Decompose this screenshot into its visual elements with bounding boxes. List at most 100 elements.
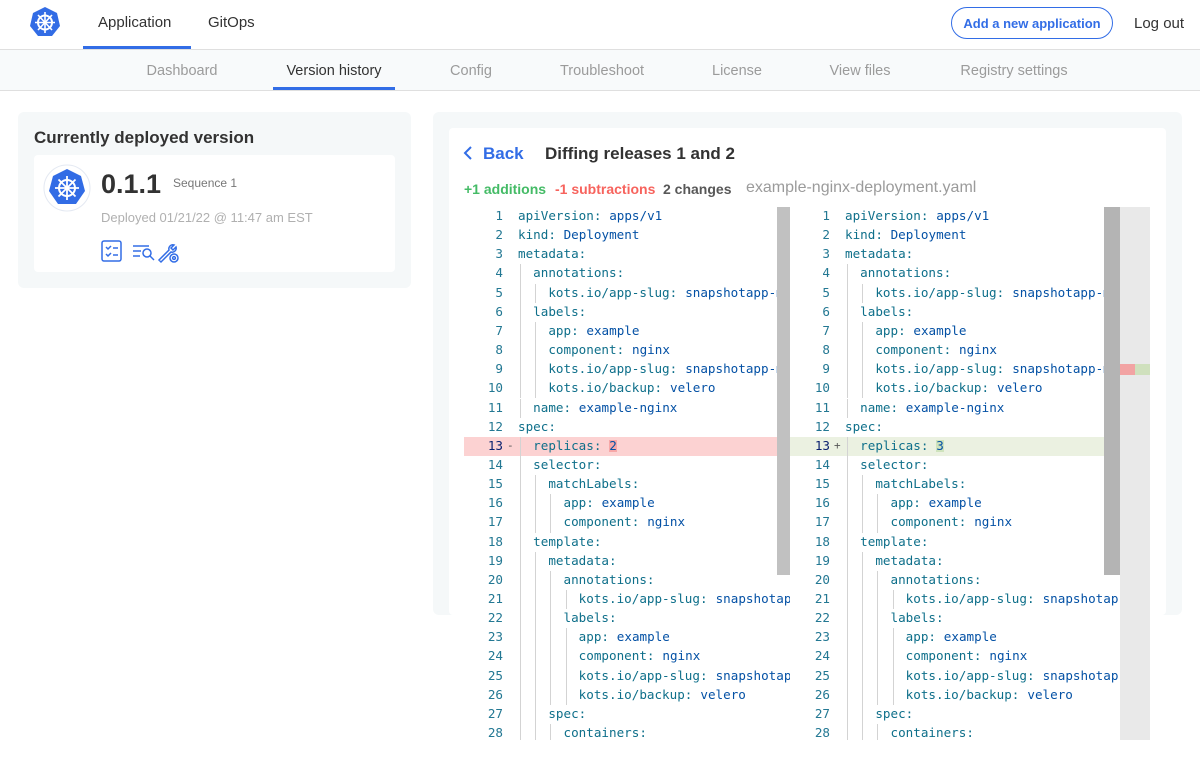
line-number: 2 (822, 227, 830, 243)
indent-guide (862, 628, 864, 648)
sub-nav-tab[interactable]: License (712, 63, 762, 79)
yaml-key: component: (845, 342, 952, 358)
yaml-key: app: (518, 495, 594, 511)
diff-pane-modified: 1 apiVersion: apps/v1 2 kind: Deployment 3 meta… (790, 207, 1120, 740)
scrollbar[interactable] (777, 207, 790, 575)
yaml-value: velero (997, 380, 1043, 396)
add-application-button[interactable]: Add a new application (951, 7, 1113, 39)
indent-guide (520, 570, 521, 590)
indent-guide (550, 513, 552, 533)
sub-nav-tab[interactable]: Version history (286, 63, 382, 79)
yaml-value: 2 (609, 437, 617, 453)
nav-tab[interactable]: GitOps (208, 14, 255, 31)
line-number: 7 (495, 322, 503, 338)
indent-guide (535, 341, 537, 361)
indent-guide (862, 475, 864, 495)
indent-guide (862, 570, 864, 590)
line-number: 10 (487, 380, 503, 396)
indent-guide (892, 590, 894, 610)
line-number: 20 (814, 571, 830, 587)
yaml-value: snapshotap (715, 591, 790, 606)
indent-guide (877, 513, 879, 533)
line-number: 5 (822, 284, 830, 300)
yaml-value: example (913, 322, 967, 338)
yaml-value: nginx (647, 514, 686, 530)
logout-link[interactable]: Log out (1134, 15, 1185, 32)
yaml-key: app: (518, 629, 609, 645)
back-link[interactable]: Back (483, 144, 524, 163)
indent-guide (535, 475, 537, 495)
added-marker (1135, 364, 1150, 375)
indent-guide (520, 551, 521, 571)
yaml-key: component: (518, 514, 640, 530)
indent-guide (847, 475, 848, 495)
yaml-key: kots.io/backup: (845, 380, 990, 396)
diff-marker: - (507, 438, 514, 452)
back-arrow[interactable] (462, 145, 474, 161)
indent-guide (535, 609, 537, 629)
sub-nav-tab[interactable]: View files (829, 63, 891, 79)
indent-guide (520, 513, 521, 533)
yaml-key: kots.io/app-slug: (845, 284, 1005, 300)
yaml-key: apiVersion: (518, 208, 602, 223)
line-number: 3 (495, 246, 503, 262)
line-number: 22 (814, 610, 830, 626)
indent-guide (847, 379, 848, 399)
indent-guide (847, 551, 848, 571)
panel-title: Currently deployed version (34, 128, 255, 147)
indent-guide (535, 570, 537, 590)
line-number: 17 (814, 514, 830, 530)
sub-nav-tab[interactable]: Dashboard (146, 63, 218, 79)
yaml-key: metadata: (518, 552, 617, 568)
yaml-value: apps/v1 (609, 208, 663, 223)
sub-nav-tab[interactable]: Registry settings (960, 63, 1068, 79)
indent-guide (565, 666, 567, 686)
active-tab-indicator (83, 46, 191, 49)
line-number: 14 (487, 456, 503, 472)
indent-guide (862, 321, 864, 342)
yaml-value: velero (1027, 686, 1073, 702)
line-number: 26 (814, 686, 830, 702)
line-number: 13 (814, 437, 830, 453)
sequence-label: Sequence 1 (173, 176, 238, 190)
indent-guide (847, 360, 848, 380)
yaml-value: 3 (936, 437, 944, 453)
yaml-key: annotations: (845, 571, 982, 587)
removed-line-highlight (464, 436, 790, 456)
indent-guide (877, 628, 879, 648)
indent-guide (535, 513, 537, 533)
indent-guide (535, 321, 537, 342)
sub-nav-tab[interactable]: Config (450, 63, 492, 79)
indent-guide (892, 685, 894, 705)
line-number: 19 (487, 552, 503, 568)
indent-guide (535, 360, 537, 380)
action-icons (101, 240, 179, 264)
yaml-key: kots.io/backup: (518, 686, 693, 702)
logs-icon[interactable] (133, 245, 155, 261)
indent-guide (520, 436, 521, 456)
indent-guide (862, 341, 864, 361)
yaml-key: app: (518, 322, 579, 338)
overview-ruler (1120, 207, 1150, 740)
indent-guide (535, 283, 537, 303)
indent-guide (520, 475, 521, 495)
config-icon[interactable] (157, 244, 179, 264)
line-number: 18 (814, 533, 830, 549)
indent-guide (847, 513, 848, 533)
indent-guide (550, 647, 552, 667)
sub-nav-tab[interactable]: Troubleshoot (559, 63, 645, 79)
checklist-icon[interactable] (101, 240, 122, 262)
overview-slider[interactable] (1104, 207, 1120, 575)
indent-guide (877, 685, 879, 705)
line-number: 17 (487, 514, 503, 530)
yaml-key: matchLabels: (845, 476, 967, 492)
line-number: 21 (487, 591, 503, 606)
deployed-date: Deployed 01/21/22 @ 11:47 am EST (101, 210, 313, 225)
nav-tab[interactable]: Application (98, 14, 172, 31)
indent-guide (847, 685, 848, 705)
yaml-value: Deployment (563, 227, 640, 243)
indent-guide (877, 494, 879, 514)
yaml-value: snapshotap (1042, 667, 1119, 683)
logo[interactable] (29, 6, 61, 38)
